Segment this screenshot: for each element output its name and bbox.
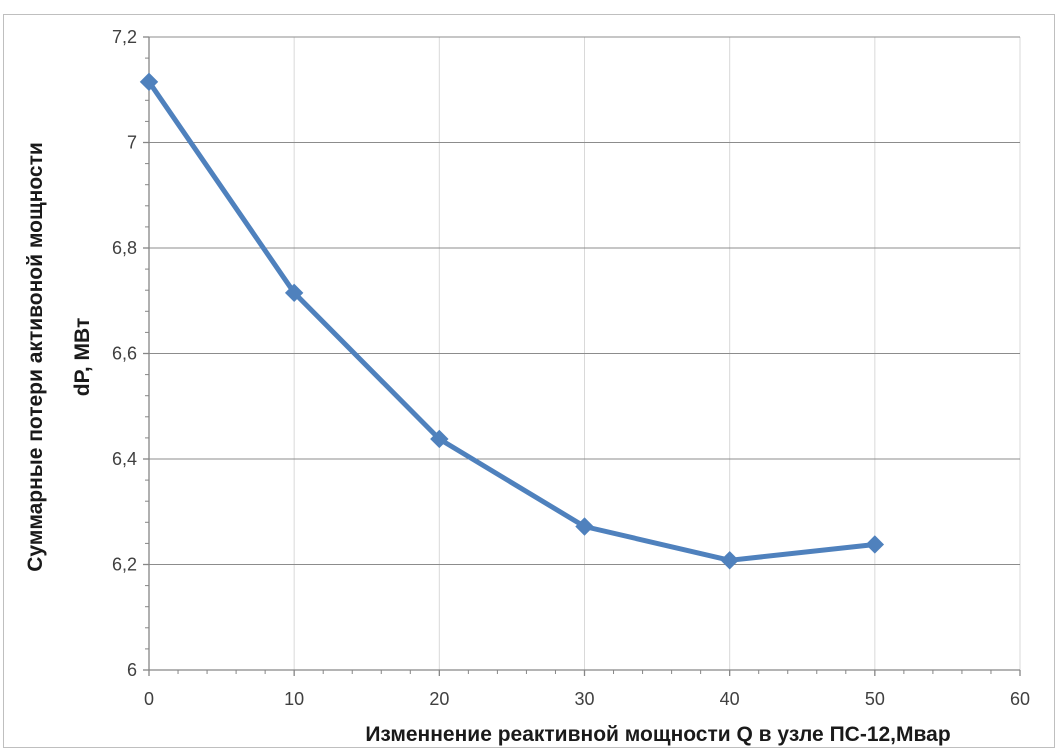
x-tick-label: 40: [720, 689, 740, 709]
data-point-marker: [284, 283, 304, 303]
x-tick-label: 10: [284, 689, 304, 709]
y-tick-label: 7: [127, 133, 137, 153]
x-tick-label: 20: [429, 689, 449, 709]
chart-frame: [3, 14, 1055, 748]
y-tick-label: 7,2: [112, 27, 137, 47]
y-axis-title: Суммарные потери активоной мощности: [24, 142, 47, 572]
data-point-marker: [575, 517, 594, 536]
data-point-marker: [139, 72, 159, 92]
y-tick-label: 6,8: [112, 238, 137, 258]
data-point-marker: [430, 429, 449, 449]
y-axis-title-unit: dP, МВт: [71, 318, 94, 396]
x-tick-label: 60: [1010, 689, 1030, 709]
x-tick-label: 0: [144, 689, 154, 709]
tick-labels: 6 6,2 6,4 6,6 6,8 7 7,2 0 10 20 30 40 50 60: [112, 27, 1030, 709]
x-tick-label: 30: [574, 689, 594, 709]
gridlines: [149, 36, 1021, 670]
y-tick-label: 6,4: [112, 449, 137, 469]
y-tick-label: 6: [127, 660, 137, 680]
y-tick-label: 6,2: [112, 555, 137, 575]
x-axis-title: Изменнение реактивной мощности Q в узле …: [365, 723, 950, 746]
series-layer: [139, 72, 885, 570]
series-line: [146, 79, 878, 563]
data-point-marker: [720, 551, 739, 570]
x-tick-label: 50: [865, 689, 885, 709]
axes: [143, 36, 1021, 676]
data-point-marker: [865, 535, 885, 554]
y-tick-label: 6,6: [112, 344, 137, 364]
